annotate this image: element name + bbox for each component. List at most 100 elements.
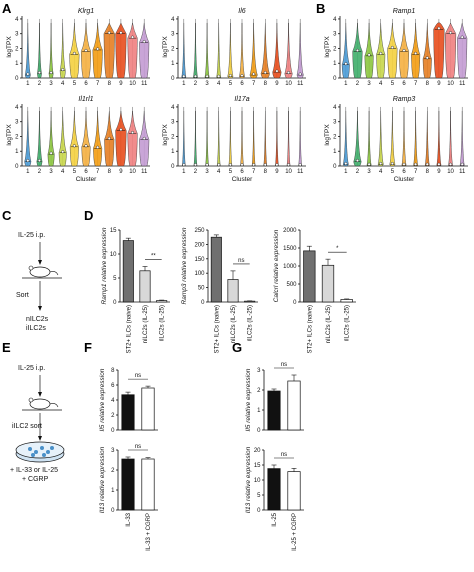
x-tick-label: 1 — [26, 81, 30, 87]
y-tick-label: 3 — [257, 368, 261, 374]
x-tick-label: nILC2s (IL-25) — [143, 305, 149, 343]
x-tick-label: 9 — [275, 81, 279, 87]
violin-cluster-9 — [115, 110, 127, 167]
violin-cluster-6 — [401, 110, 407, 167]
x-tick-label: 7 — [96, 169, 100, 175]
bar — [141, 458, 155, 511]
x-tick-label: 2 — [38, 81, 42, 87]
y-axis-label: Ramp1 relative expression — [101, 227, 108, 304]
x-tick-label: 2 — [356, 169, 360, 175]
y-tick-label: 2 — [111, 468, 115, 474]
violin-cluster-3 — [48, 22, 54, 79]
violin-cluster-7 — [251, 110, 256, 167]
bar — [139, 270, 151, 303]
x-tick-label: 10 — [129, 169, 136, 175]
x-tick-label: 8 — [108, 81, 112, 87]
violin-mean-point — [344, 62, 348, 66]
violin-mean-point — [72, 51, 76, 55]
y-tick-label: 0 — [113, 300, 117, 306]
violin-mean-point — [182, 163, 186, 167]
x-tick-label: 11 — [141, 169, 148, 175]
y-axis-label: logTPX — [162, 36, 169, 58]
y-axis-label: Ramp3 relative expression — [181, 227, 188, 304]
violin-mean-point — [37, 71, 41, 75]
y-tick-label: 2 — [111, 413, 115, 419]
violin-mean-point — [49, 71, 53, 75]
violin-cluster-1 — [342, 110, 349, 167]
y-tick-label: 3 — [171, 32, 175, 38]
panel-label-c: C — [2, 208, 12, 223]
x-axis-label: Cluster — [394, 176, 415, 183]
violin-gene-title: Il6 — [238, 8, 246, 15]
panel-label-d: D — [84, 208, 93, 223]
violin-mean-point — [61, 150, 65, 154]
violin-cluster-8 — [260, 22, 270, 79]
violin-mean-point — [217, 74, 221, 78]
violin-cluster-5 — [69, 22, 80, 79]
violin-cluster-9 — [436, 110, 442, 167]
violin-mean-point — [414, 51, 418, 55]
violin-mean-point — [26, 72, 30, 76]
y-axis-label: logTPX — [6, 36, 13, 58]
violin-cluster-7 — [92, 22, 103, 79]
x-axis-label: Cluster — [76, 176, 97, 183]
y-tick-label: 4 — [15, 105, 19, 111]
x-tick-label: 2 — [194, 81, 198, 87]
y-tick-label: 2 — [171, 134, 175, 140]
y-tick-label: 10 — [110, 252, 117, 258]
schematic-e-inject: IL-25 i.p. — [18, 365, 45, 372]
x-tick-label: 4 — [379, 169, 383, 175]
significance-label: ** — [151, 253, 156, 259]
x-tick-label: 8 — [264, 81, 268, 87]
y-tick-label: 1000 — [283, 264, 297, 270]
x-tick-label: 10 — [447, 169, 454, 175]
x-tick-label: ST2+ ILCs (naive) — [126, 305, 132, 354]
x-tick-label: 3 — [49, 81, 53, 87]
y-tick-label: 0 — [293, 300, 297, 306]
violin-mean-point — [72, 144, 76, 148]
violin-cluster-9 — [115, 22, 127, 79]
violin-gene-title: Klrg1 — [78, 8, 94, 15]
x-tick-label: 1 — [344, 169, 348, 175]
x-tick-label: 10 — [285, 169, 292, 175]
violin-cluster-4 — [216, 22, 222, 79]
significance-label: ns — [281, 362, 287, 368]
violin-cluster-7 — [413, 110, 418, 167]
x-tick-label: 9 — [437, 169, 441, 175]
y-tick-label: 5 — [257, 493, 261, 499]
violin-mean-point — [240, 74, 244, 78]
y-axis-label: Il13 relative expression — [245, 446, 252, 513]
violin-cluster-6 — [240, 110, 244, 167]
x-tick-label: 8 — [426, 169, 430, 175]
x-tick-label: 4 — [61, 81, 65, 87]
y-tick-label: 4 — [111, 398, 115, 404]
x-tick-label: 1 — [182, 81, 186, 87]
violin-mean-point — [107, 136, 111, 140]
violin-mean-point — [61, 68, 65, 72]
y-tick-label: 0 — [111, 428, 115, 434]
x-tick-label: 2 — [356, 81, 360, 87]
y-tick-label: 5 — [113, 276, 117, 282]
schematic-e: IL-25 i.p. iILC2 sort + IL-33 or IL-25 +… — [10, 365, 65, 483]
x-tick-label: 11 — [297, 81, 304, 87]
x-tick-label: 7 — [414, 169, 418, 175]
violin-mean-point — [414, 162, 418, 166]
y-tick-label: 1 — [15, 149, 19, 155]
violin-mean-point — [437, 26, 441, 30]
violin-cluster-11 — [457, 22, 468, 79]
bar — [340, 299, 353, 303]
bar — [267, 468, 281, 511]
y-axis-label: logTPX — [324, 36, 331, 58]
panel-label-g: G — [232, 340, 242, 355]
bar — [287, 471, 301, 511]
bar — [287, 380, 301, 431]
violin-mean-point — [107, 31, 111, 35]
x-tick-label: iILC2s (IL-25) — [345, 305, 351, 341]
violin-gene-title: Ramp1 — [393, 8, 416, 15]
violin-mean-point — [367, 53, 371, 57]
x-tick-label: ST2+ ILCs (naive) — [307, 305, 313, 354]
x-tick-label: 5 — [73, 81, 77, 87]
